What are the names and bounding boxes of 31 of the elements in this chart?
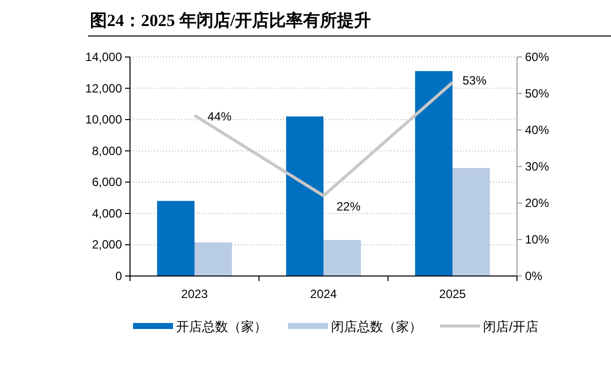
data-label: 44% xyxy=(207,109,232,124)
y2-tick-label: 40% xyxy=(525,123,550,137)
y2-tick-label: 10% xyxy=(525,232,550,246)
bar xyxy=(157,200,194,276)
y2-tick-label: 30% xyxy=(525,160,550,174)
x-tick-label: 2023 xyxy=(181,287,208,301)
y2-tick-label: 20% xyxy=(525,196,550,210)
chart-title: 图24：2025 年闭店/开店比率有所提升 xyxy=(90,11,371,30)
bar xyxy=(324,240,361,276)
y-tick-label: 2,000 xyxy=(92,238,122,252)
y2-tick-label: 0% xyxy=(525,269,543,283)
y-tick-label: 6,000 xyxy=(92,175,122,190)
bar xyxy=(194,242,232,276)
y-tick-label: 12,000 xyxy=(85,81,122,96)
data-label: 53% xyxy=(462,74,487,88)
bar xyxy=(415,71,452,276)
legend-label: 开店总数（家） xyxy=(176,319,267,334)
bar xyxy=(286,116,324,276)
y-tick-label: 14,000 xyxy=(85,50,122,64)
x-tick-label: 2024 xyxy=(310,287,338,301)
y2-tick-label: 60% xyxy=(525,50,550,64)
y-tick-label: 8,000 xyxy=(92,144,122,158)
data-label: 22% xyxy=(336,200,361,214)
bar xyxy=(452,168,490,276)
legend-label: 闭店总数（家） xyxy=(331,319,422,334)
y2-tick-label: 50% xyxy=(525,86,550,100)
y-tick-label: 0 xyxy=(115,269,122,283)
y-tick-label: 4,000 xyxy=(92,206,122,220)
y-tick-label: 10,000 xyxy=(85,112,122,127)
legend-label: 闭店/开店 xyxy=(483,319,539,334)
x-tick-label: 2025 xyxy=(439,287,466,301)
